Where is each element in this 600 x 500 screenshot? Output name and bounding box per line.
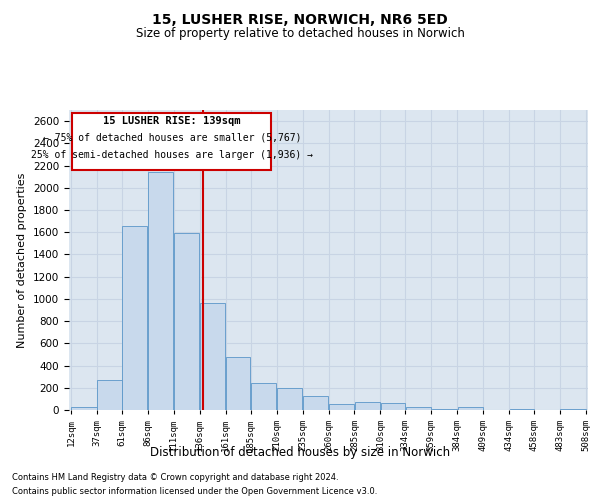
Bar [406,406,431,410]
Text: 25% of semi-detached houses are larger (1,936) →: 25% of semi-detached houses are larger (… [31,150,313,160]
Text: Contains HM Land Registry data © Crown copyright and database right 2024.: Contains HM Land Registry data © Crown c… [12,473,338,482]
Text: Contains public sector information licensed under the Open Government Licence v3: Contains public sector information licen… [12,486,377,496]
Bar [560,409,586,410]
Bar [251,384,276,410]
Bar [148,172,173,410]
Bar [329,404,354,410]
Text: Size of property relative to detached houses in Norwich: Size of property relative to detached ho… [136,28,464,40]
Text: ← 75% of detached houses are smaller (5,767): ← 75% of detached houses are smaller (5,… [43,132,301,142]
Text: 15, LUSHER RISE, NORWICH, NR6 5ED: 15, LUSHER RISE, NORWICH, NR6 5ED [152,12,448,26]
Text: Distribution of detached houses by size in Norwich: Distribution of detached houses by size … [150,446,450,459]
Bar [71,406,97,410]
Bar [431,409,457,410]
Y-axis label: Number of detached properties: Number of detached properties [17,172,28,348]
Bar [97,380,122,410]
Bar [122,226,148,410]
Bar [226,356,250,410]
FancyBboxPatch shape [72,114,271,170]
Bar [303,396,328,410]
Text: 15 LUSHER RISE: 139sqm: 15 LUSHER RISE: 139sqm [103,116,241,126]
Bar [381,404,405,410]
Bar [509,409,533,410]
Bar [277,388,302,410]
Bar [200,304,226,410]
Bar [355,402,380,410]
Bar [458,406,483,410]
Bar [174,234,199,410]
